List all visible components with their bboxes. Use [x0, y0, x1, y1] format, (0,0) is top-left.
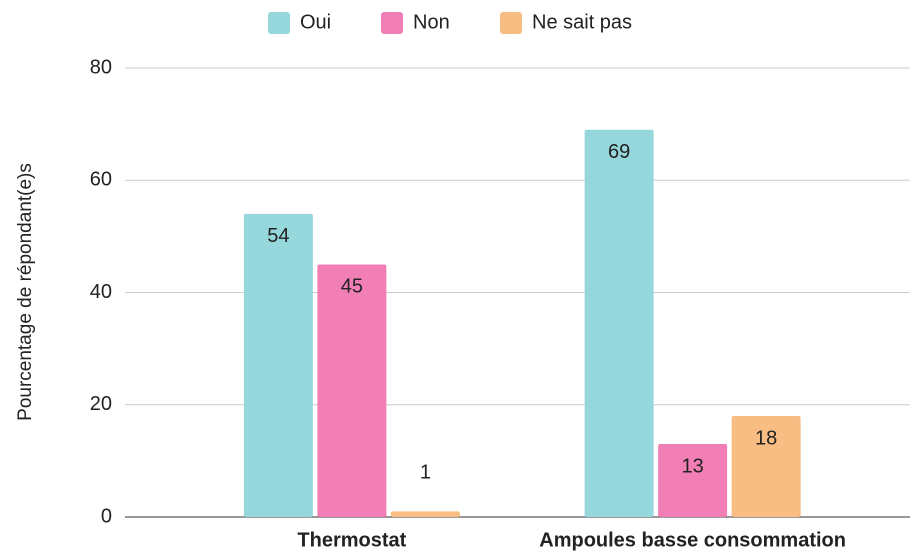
legend-swatch — [500, 12, 522, 34]
bar — [243, 213, 313, 518]
legend-label: Oui — [300, 11, 331, 33]
value-label: 13 — [682, 455, 704, 477]
value-label: 45 — [341, 276, 363, 298]
y-tick-label: 80 — [90, 56, 112, 78]
y-tick-label: 0 — [101, 505, 112, 527]
legend-label: Non — [413, 11, 450, 33]
x-tick-label: Ampoules basse consommation — [539, 529, 846, 551]
x-tick-label: Thermostat — [297, 529, 406, 551]
y-tick-label: 40 — [90, 281, 112, 303]
bar — [390, 511, 460, 517]
value-label: 54 — [267, 225, 289, 247]
legend-swatch — [268, 12, 290, 34]
legend-label: Ne sait pas — [532, 11, 632, 33]
value-label: 1 — [420, 462, 431, 484]
bar — [584, 129, 654, 518]
y-axis-label: Pourcentage de répondant(e)s — [15, 163, 36, 421]
bar — [317, 264, 387, 517]
y-tick-label: 20 — [90, 393, 112, 415]
bar — [658, 444, 728, 517]
bar — [731, 415, 801, 517]
value-label: 18 — [755, 427, 777, 449]
legend-swatch — [381, 12, 403, 34]
y-tick-label: 60 — [90, 169, 112, 191]
value-label: 69 — [608, 141, 630, 163]
